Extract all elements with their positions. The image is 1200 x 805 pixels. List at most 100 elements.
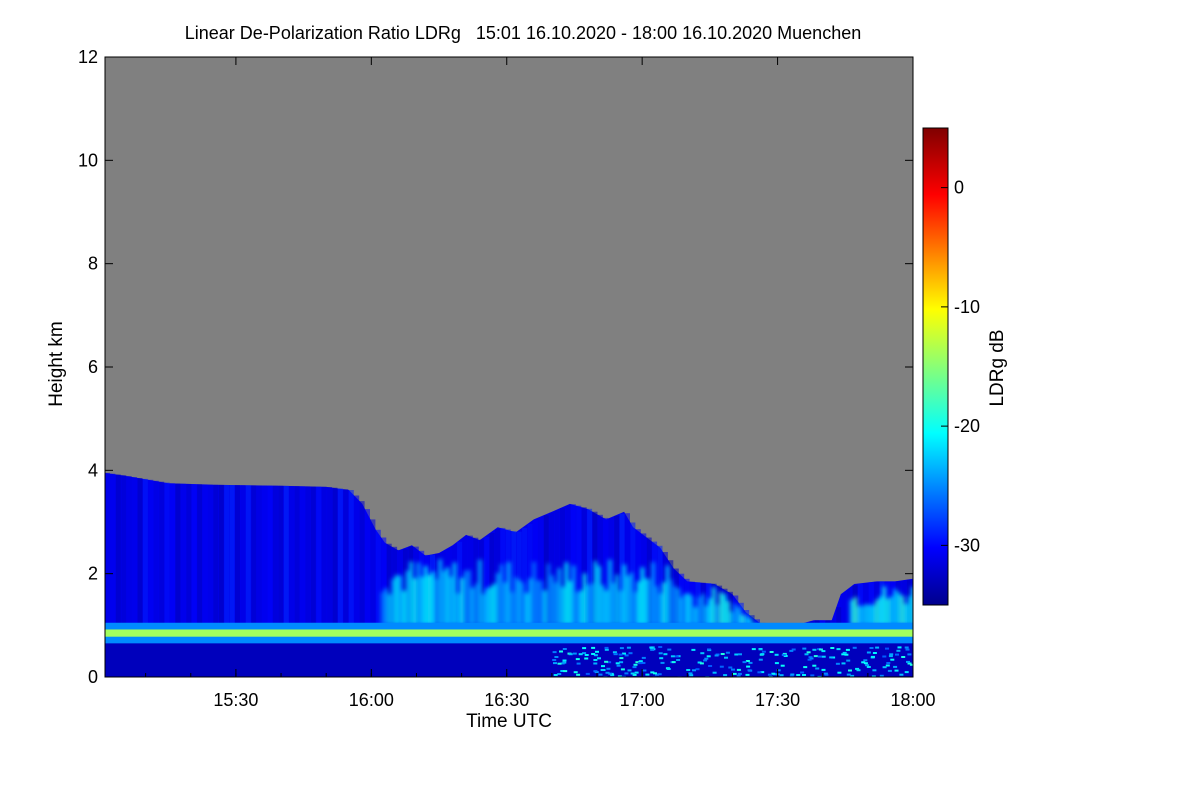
feature-streak [420,577,424,626]
feature-streak [532,562,536,626]
colorbar-label: LDRg dB [987,329,1008,406]
speckle [907,653,911,655]
feature-streak [597,566,601,625]
speckle [746,674,750,676]
signal-streak [143,479,148,631]
speckle [759,648,763,650]
signal-streak [251,485,256,630]
feature-streak [442,571,446,625]
colorbar-gradient [923,128,948,605]
speckle [627,647,631,649]
feature-streak [615,575,619,626]
speckle [634,664,638,666]
plot-area [105,57,917,679]
speckle [691,649,695,651]
speckle [885,648,889,650]
speckle [696,668,700,670]
speckle [638,662,642,664]
feature-streak [622,565,626,626]
speckle [883,666,887,668]
feature-streak [719,592,723,625]
speckle [667,649,671,651]
feature-streak [539,581,543,626]
speckle [692,669,696,671]
speckle [731,669,735,671]
signal-streak [240,485,245,630]
speckle [579,653,583,655]
feature-streak [733,604,737,626]
speckle [802,674,806,676]
speckle [865,664,869,666]
signal-streak [295,486,300,630]
feature-streak [463,571,467,626]
feature-streak [456,593,460,625]
signal-streak [360,501,365,630]
speckle [573,653,577,655]
feature-streak [853,597,857,625]
feature-streak [492,584,496,626]
x-tick-label: 18:00 [890,690,935,710]
feature-streak [694,607,698,625]
signal-streak [230,485,235,631]
signal-streak [262,486,267,631]
feature-streak [427,575,431,625]
speckle [720,666,724,668]
speckle [608,673,612,675]
signal-streak [132,477,137,630]
signal-streak [289,486,294,631]
signal-streak [322,487,327,631]
signal-streak [127,476,132,630]
feature-streak [648,579,652,626]
speckle [800,672,804,674]
low-layer [105,643,913,677]
speckle [605,649,609,651]
speckle [563,670,567,672]
signal-streak [333,488,338,631]
feature-streak [395,575,399,625]
feature-streak [514,577,518,625]
signal-streak [273,486,278,631]
speckle [873,652,877,654]
feature-streak [406,571,410,626]
feature-streak [619,591,623,626]
signal-streak [284,486,289,631]
speckle [553,662,557,664]
feature-streak [453,563,457,626]
speckle [842,662,846,664]
signal-streak [170,483,175,630]
feature-streak [626,576,630,626]
speckle [629,652,633,654]
signal-streak [219,485,224,631]
speckle [871,656,875,658]
feature-streak [633,592,637,625]
feature-streak [608,560,612,626]
speckle [895,654,899,656]
speckle [689,674,693,676]
speckle [812,665,816,667]
speckle [768,674,772,676]
feature-streak [536,580,540,625]
speckle [829,656,833,658]
y-tick-label: 2 [88,564,98,584]
colorbar-tick-label: 0 [954,178,964,198]
speckle [658,646,662,648]
speckle [889,653,893,655]
speckle [624,672,628,674]
speckle [905,671,909,673]
speckle [814,655,818,657]
feature-streak [579,590,583,625]
feature-streak [510,592,514,625]
feature-streak [496,573,500,625]
x-tick-label: 16:30 [484,690,529,710]
speckle [625,654,629,656]
signal-streak [138,478,143,631]
feature-streak [637,581,641,625]
feature-streak [864,604,868,625]
speckle [802,648,806,650]
feature-streak [651,562,655,625]
feature-streak [431,572,435,626]
speckle [734,654,738,656]
y-tick-label: 0 [88,667,98,687]
feature-streak [908,596,912,625]
